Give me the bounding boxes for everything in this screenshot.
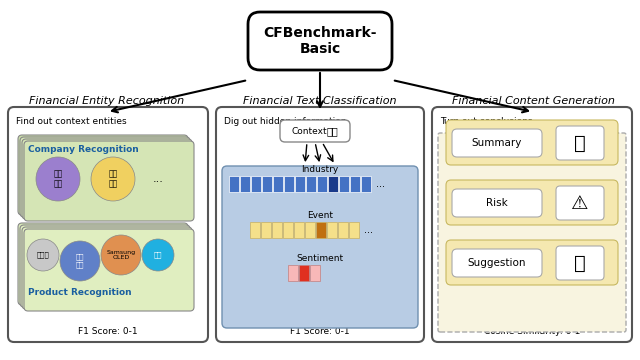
Circle shape — [101, 235, 141, 275]
Text: Financial Content Generation: Financial Content Generation — [452, 96, 614, 106]
Bar — [306, 176, 316, 192]
FancyBboxPatch shape — [24, 229, 194, 311]
Text: Financial Text Classification: Financial Text Classification — [243, 96, 397, 106]
FancyBboxPatch shape — [446, 240, 618, 285]
Bar — [361, 176, 371, 192]
FancyBboxPatch shape — [280, 120, 350, 142]
Text: 爱尔
眼科: 爱尔 眼科 — [108, 169, 118, 189]
FancyBboxPatch shape — [24, 141, 194, 221]
Text: ...: ... — [152, 174, 163, 184]
FancyBboxPatch shape — [22, 139, 192, 219]
Bar — [240, 176, 250, 192]
FancyBboxPatch shape — [18, 223, 188, 305]
Text: F1 Score: 0-1: F1 Score: 0-1 — [78, 327, 138, 336]
Text: Company Recognition: Company Recognition — [28, 145, 139, 154]
FancyBboxPatch shape — [222, 166, 418, 328]
Bar — [273, 176, 283, 192]
FancyBboxPatch shape — [556, 186, 604, 220]
Text: Summary: Summary — [472, 138, 522, 148]
FancyBboxPatch shape — [248, 12, 392, 70]
Text: Turn out conclusions: Turn out conclusions — [440, 117, 532, 126]
Text: 中信
证券: 中信 证券 — [53, 169, 63, 189]
FancyBboxPatch shape — [20, 137, 190, 217]
Bar — [327, 222, 337, 238]
Text: Cosine Similarity: 0-1: Cosine Similarity: 0-1 — [484, 327, 580, 336]
Text: ...: ... — [376, 179, 385, 189]
Bar — [310, 265, 320, 281]
FancyBboxPatch shape — [452, 189, 542, 217]
Text: 🎧: 🎧 — [574, 253, 586, 273]
Text: Financial Entity Recognition: Financial Entity Recognition — [29, 96, 184, 106]
Text: Sentiment: Sentiment — [296, 254, 344, 263]
Bar — [294, 222, 304, 238]
Text: CFBenchmark-
Basic: CFBenchmark- Basic — [263, 26, 377, 56]
Text: Industry: Industry — [301, 165, 339, 174]
Text: Product Recognition: Product Recognition — [28, 288, 132, 297]
Bar — [283, 222, 293, 238]
Text: Risk: Risk — [486, 198, 508, 208]
Bar — [299, 265, 309, 281]
FancyBboxPatch shape — [452, 129, 542, 157]
FancyBboxPatch shape — [8, 107, 208, 342]
Circle shape — [60, 241, 100, 281]
Bar — [350, 176, 360, 192]
Text: 🖨: 🖨 — [574, 134, 586, 153]
Bar — [339, 176, 349, 192]
Bar — [262, 176, 272, 192]
FancyBboxPatch shape — [446, 180, 618, 225]
FancyBboxPatch shape — [556, 246, 604, 280]
Bar — [288, 265, 298, 281]
FancyBboxPatch shape — [18, 135, 188, 215]
Circle shape — [142, 239, 174, 271]
Bar — [284, 176, 294, 192]
Text: 气泡水: 气泡水 — [36, 252, 49, 258]
Bar — [251, 176, 261, 192]
Bar — [261, 222, 271, 238]
Text: Event: Event — [307, 211, 333, 220]
Circle shape — [36, 157, 80, 201]
FancyBboxPatch shape — [22, 227, 192, 309]
FancyBboxPatch shape — [438, 133, 626, 332]
Text: Samsung
OLED: Samsung OLED — [106, 249, 136, 260]
Text: F1 Score: 0-1: F1 Score: 0-1 — [290, 327, 350, 336]
Bar — [305, 222, 315, 238]
Bar — [272, 222, 282, 238]
Text: 📄📝: 📄📝 — [326, 126, 338, 136]
Text: Dig out hidden information: Dig out hidden information — [224, 117, 346, 126]
Text: Context: Context — [292, 126, 328, 135]
Text: Suggestion: Suggestion — [468, 258, 526, 268]
Text: ⚠: ⚠ — [572, 194, 589, 212]
Text: 纸家: 纸家 — [154, 252, 163, 258]
Bar — [316, 222, 326, 238]
Bar — [317, 176, 327, 192]
Text: 环氧
丙烷: 环氧 丙烷 — [76, 254, 84, 268]
Bar — [328, 176, 338, 192]
Bar — [229, 176, 239, 192]
Bar — [349, 222, 359, 238]
FancyBboxPatch shape — [446, 120, 618, 165]
Bar — [295, 176, 305, 192]
Text: ...: ... — [364, 225, 373, 235]
Circle shape — [27, 239, 59, 271]
FancyBboxPatch shape — [20, 225, 190, 307]
FancyBboxPatch shape — [216, 107, 424, 342]
Bar — [338, 222, 348, 238]
FancyBboxPatch shape — [432, 107, 632, 342]
Text: Find out context entities: Find out context entities — [16, 117, 127, 126]
Bar — [250, 222, 260, 238]
FancyBboxPatch shape — [556, 126, 604, 160]
FancyBboxPatch shape — [452, 249, 542, 277]
Circle shape — [91, 157, 135, 201]
